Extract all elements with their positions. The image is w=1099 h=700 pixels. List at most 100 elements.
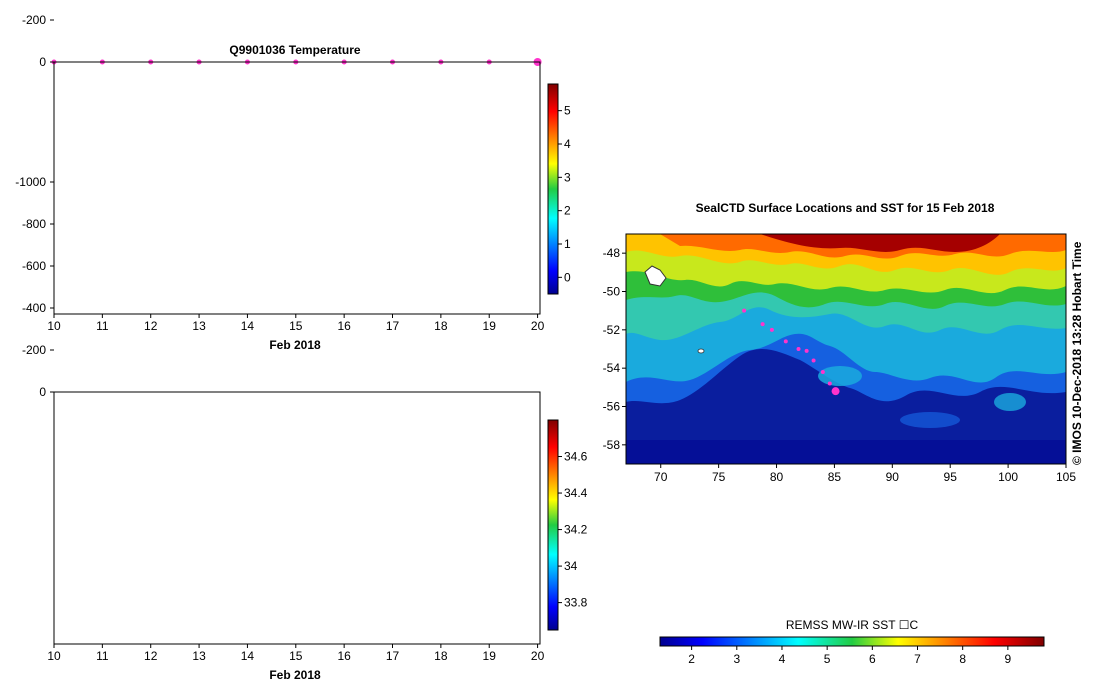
- y-tick-label: -200: [22, 13, 46, 27]
- y-tick-label: 0: [39, 55, 46, 69]
- x-tick-label: 20: [531, 319, 545, 333]
- salinity-xlabel: Feb 2018: [269, 668, 321, 682]
- x-tick-label: 17: [386, 319, 400, 333]
- map-frame: [625, 233, 1067, 465]
- temperature-axes: 10111213141516171819200-200-400-600-800-…: [22, 13, 545, 333]
- salinity-colorbar-ticks: 33.8 34 34.2 34.4 34.6: [558, 450, 588, 610]
- x-tick-label: 12: [144, 319, 158, 333]
- colorbar-tick-label: 34.2: [564, 523, 588, 537]
- temperature-xlabel: Feb 2018: [269, 338, 321, 352]
- kerguelen-island: [644, 265, 667, 287]
- imos-credit: © IMOS 10-Dec-2018 13:28 Hobart Time: [1070, 241, 1084, 465]
- sst-field: [626, 234, 1066, 464]
- track-point: [804, 348, 809, 353]
- track-point: [796, 347, 801, 351]
- sst-colorbar-tick-label: 9: [1005, 652, 1012, 666]
- map-y-tick-label: -48: [603, 246, 621, 260]
- track-point: [811, 358, 816, 363]
- map-title: SealCTD Surface Locations and SST for 15…: [696, 201, 995, 215]
- x-tick-label: 20: [531, 649, 545, 663]
- sst-eddy-3: [994, 393, 1026, 411]
- map-y-tick-label: -58: [603, 438, 621, 452]
- colorbar-tick-label: 33.8: [564, 596, 588, 610]
- map-x-tick-label: 95: [944, 470, 958, 484]
- salinity-colorbar: [547, 419, 559, 631]
- sst-colorbar-tick-label: 4: [779, 652, 786, 666]
- track-point: [769, 327, 774, 332]
- sst-colorbar: [659, 636, 1045, 647]
- y-tick-label: -800: [22, 217, 46, 231]
- salinity-section: 10 11 12 13 14 15 16 17 18 19 200-200-400-600-800-…: [15, 175, 587, 682]
- x-tick-label: 15: [289, 319, 303, 333]
- x-tick-label: 11: [96, 319, 109, 333]
- colorbar-tick-label: 5: [564, 104, 571, 118]
- colorbar-tick-label: 2: [564, 204, 571, 218]
- map-x-tick-label: 80: [770, 470, 784, 484]
- colorbar-tick-label: 3: [564, 170, 571, 184]
- map-x-tick-label: 70: [654, 470, 668, 484]
- x-tick-label: 13: [192, 319, 206, 333]
- temperature-plot-frame: [53, 61, 541, 315]
- y-tick-label: -1000: [15, 175, 46, 189]
- map-x-tick-label: 90: [886, 470, 900, 484]
- seal-track: [742, 308, 840, 396]
- temperature-section: Q9901036 Temperature 10 11 12 13 14 15 16 17 18 1…: [22, 13, 571, 352]
- x-tick-label: 12: [144, 649, 158, 663]
- y-tick-label: -400: [22, 301, 46, 315]
- x-tick-label: 16: [337, 649, 351, 663]
- map-y-tick-label: -56: [603, 400, 621, 414]
- temperature-colorbar-ticks: 0 1 2 3 4 5: [558, 104, 571, 284]
- map-y-tick-label: -54: [603, 361, 621, 375]
- colorbar-tick-label: 34.6: [564, 450, 588, 464]
- x-tick-label: 14: [241, 319, 255, 333]
- sst-colorbar-title: REMSS MW-IR SST ☐C: [786, 618, 919, 632]
- map-x-tick-label: 85: [828, 470, 842, 484]
- heard-island: [697, 348, 705, 354]
- sst-colorbar-tick-label: 8: [959, 652, 966, 666]
- x-tick-label: 17: [386, 649, 400, 663]
- map-y-tick-label: -52: [603, 323, 621, 337]
- x-tick-label: 11: [96, 649, 109, 663]
- map-y-tick-label: -50: [603, 285, 621, 299]
- colorbar-tick-label: 1: [564, 237, 571, 251]
- track-point: [760, 322, 765, 327]
- sst-colorbar-tick-label: 6: [869, 652, 876, 666]
- x-tick-label: 18: [434, 649, 448, 663]
- salinity-plot-frame: [53, 391, 541, 645]
- x-tick-label: 19: [483, 319, 497, 333]
- sst-eddy-1: [818, 366, 862, 386]
- track-point: [827, 381, 832, 386]
- sst-colorbar-ticks: 2 3 4 5 6 7 8 9: [688, 646, 1012, 666]
- current-position-marker: [831, 387, 840, 396]
- track-point: [820, 370, 825, 374]
- colorbar-tick-label: 0: [564, 270, 571, 284]
- map-axes: 70 75 80 85 90 95 100 105 -48 -50 -52 -54 -56 -58: [603, 246, 1077, 484]
- x-tick-label: 16: [337, 319, 351, 333]
- colorbar-tick-label: 34.4: [564, 486, 588, 500]
- sst-map-section: SealCTD Surface Locations and SST for 15…: [603, 201, 1084, 666]
- x-tick-label: 15: [289, 649, 303, 663]
- map-x-tick-label: 105: [1056, 470, 1076, 484]
- colorbar-tick-label: 4: [564, 137, 571, 151]
- x-tick-label: 18: [434, 319, 448, 333]
- temperature-colorbar: [547, 83, 559, 295]
- x-tick-label: 10: [47, 319, 61, 333]
- salinity-axes: 10 11 12 13 14 15 16 17 18 19 20 0 -200 -400 -600 -800 -…: [15, 175, 544, 663]
- y-tick-label: 0: [39, 385, 46, 399]
- sst-coldest: [626, 440, 1066, 464]
- y-tick-label: -600: [22, 259, 46, 273]
- x-tick-label: 19: [483, 649, 497, 663]
- sst-colorbar-tick-label: 2: [688, 652, 695, 666]
- sst-eddy-2: [900, 412, 960, 428]
- track-point: [783, 339, 788, 344]
- sst-colorbar-tick-label: 3: [733, 652, 740, 666]
- x-tick-label: 13: [192, 649, 206, 663]
- x-tick-label: 10: [47, 649, 61, 663]
- temperature-title: Q9901036 Temperature: [229, 43, 361, 57]
- map-x-tick-label: 100: [998, 470, 1018, 484]
- sst-band-hot: [760, 234, 1000, 252]
- sst-colorbar-tick-label: 5: [824, 652, 831, 666]
- x-tick-label: 14: [241, 649, 255, 663]
- y-tick-label: -200: [22, 343, 46, 357]
